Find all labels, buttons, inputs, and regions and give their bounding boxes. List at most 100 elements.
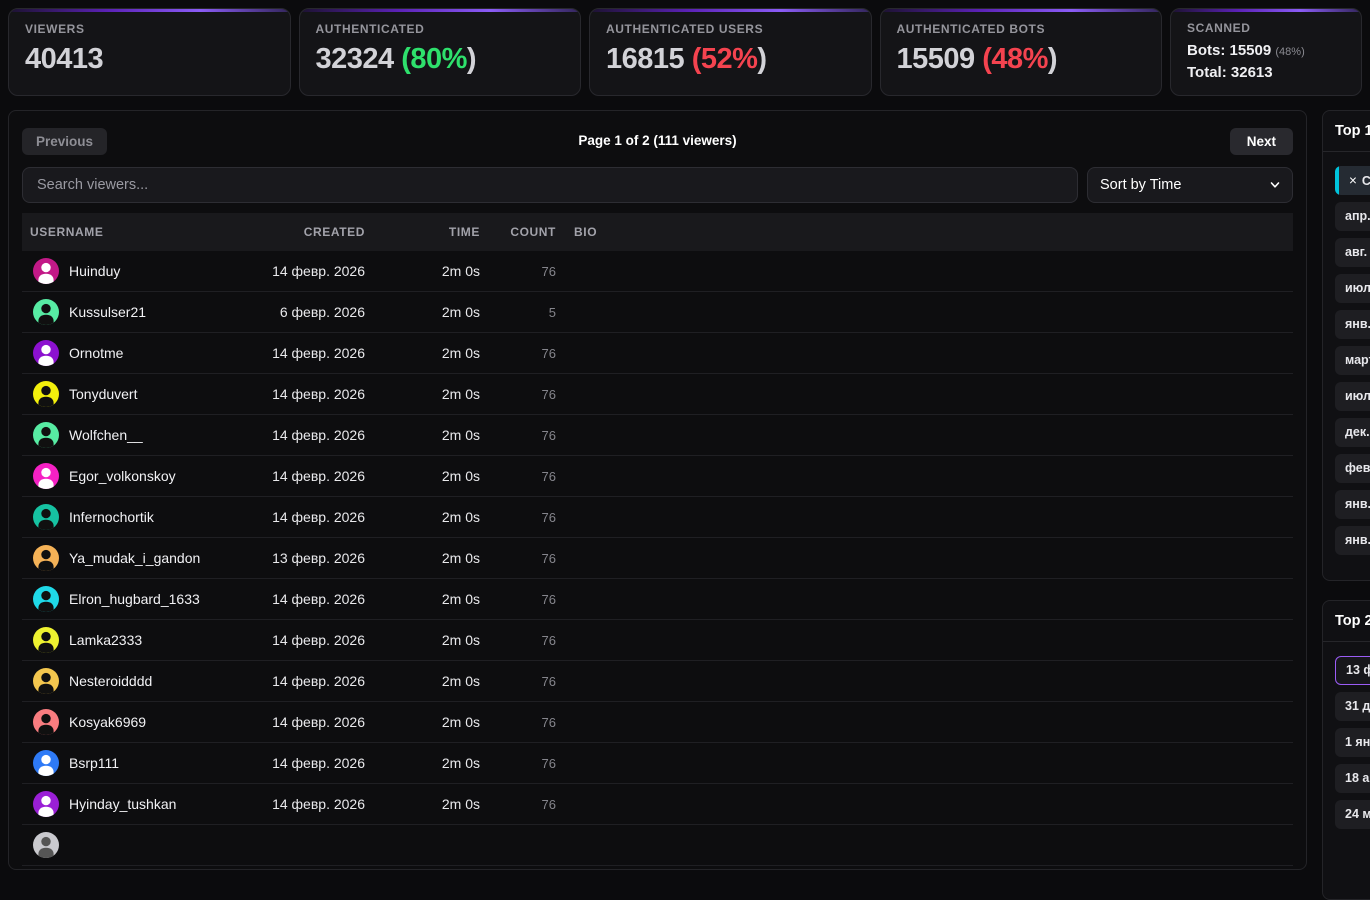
table-row[interactable]: Bsrp111 14 февр. 2026 2m 0s 76 <box>22 743 1293 784</box>
top10-list-item[interactable]: янв. <box>1335 490 1370 519</box>
search-input[interactable] <box>22 167 1078 203</box>
stat-card-authenticated-bots: AUTHENTICATED BOTS 15509 (48%) <box>879 8 1162 96</box>
top20-list-item-selected[interactable]: 13 ф <box>1335 656 1370 685</box>
top10-list-item[interactable]: дек. <box>1335 418 1370 447</box>
sort-dropdown[interactable]: Sort by Time <box>1087 167 1293 203</box>
table-row[interactable]: Kussulser21 6 февр. 2026 2m 0s 5 <box>22 292 1293 333</box>
created-cell: 14 февр. 2026 <box>272 714 365 730</box>
stat-label: SCANNED <box>1187 21 1251 35</box>
top10-list-item[interactable]: янв. <box>1335 526 1370 555</box>
user-avatar-icon <box>33 545 59 571</box>
top10-panel-title: Top 10 <box>1335 123 1370 139</box>
stat-label: VIEWERS <box>25 22 85 36</box>
time-cell: 2m 0s <box>441 591 480 607</box>
user-avatar-icon <box>33 299 59 325</box>
count-cell: 76 <box>541 755 556 771</box>
username-cell: Lamka2333 <box>30 627 230 653</box>
stat-percent-close: ) <box>466 43 477 75</box>
column-header-time: TIME <box>448 225 480 239</box>
table-row[interactable]: Ya_mudak_i_gandon 13 февр. 2026 2m 0s 76 <box>22 538 1293 579</box>
top10-list-item[interactable]: апр. <box>1335 202 1370 231</box>
username-cell: Kosyak6969 <box>30 709 230 735</box>
username-label: Bsrp111 <box>69 755 120 771</box>
table-controls: Sort by Time <box>22 167 1293 203</box>
stat-value: 15509 (48%) <box>897 43 1146 76</box>
table-row[interactable]: Lamka2333 14 февр. 2026 2m 0s 76 <box>22 620 1293 661</box>
time-cell: 2m 0s <box>441 509 480 525</box>
table-row[interactable]: Ornotme 14 февр. 2026 2m 0s 76 <box>22 333 1293 374</box>
top20-list-item[interactable]: 31 д <box>1335 692 1370 721</box>
stat-label: AUTHENTICATED USERS <box>606 22 764 36</box>
username-cell: Tonyduvert <box>30 381 230 407</box>
stat-label: AUTHENTICATED <box>315 22 425 36</box>
table-row[interactable]: Tonyduvert 14 февр. 2026 2m 0s 76 <box>22 374 1293 415</box>
top20-list-item[interactable]: 1 янв <box>1335 728 1370 757</box>
stat-value: 16815 (52%) <box>606 43 855 76</box>
top20-list-item[interactable]: 18 а <box>1335 764 1370 793</box>
created-cell: 14 февр. 2026 <box>272 755 365 771</box>
table-row[interactable]: Infernochortik 14 февр. 2026 2m 0s 76 <box>22 497 1293 538</box>
time-cell: 2m 0s <box>441 263 480 279</box>
pagination-bar: Previous Page 1 of 2 (111 viewers) Next <box>22 128 1293 156</box>
top10-list-item[interactable]: июль <box>1335 382 1370 411</box>
count-cell: 76 <box>541 632 556 648</box>
username-label: Huinduy <box>69 263 121 279</box>
top20-list-item[interactable]: 24 м <box>1335 800 1370 829</box>
chevron-down-icon <box>1270 182 1280 188</box>
table-row[interactable] <box>22 825 1293 866</box>
top10-list-item[interactable]: февр. <box>1335 454 1370 483</box>
time-cell: 2m 0s <box>441 673 480 689</box>
stat-value: 32324 (80%) <box>316 43 565 76</box>
top10-list-item[interactable]: март <box>1335 346 1370 375</box>
stat-value: 40413 <box>25 43 104 75</box>
close-icon: × <box>1349 173 1357 188</box>
username-cell: Wolfchen__ <box>30 422 230 448</box>
top10-list-item[interactable]: июль <box>1335 274 1370 303</box>
stat-number: 32324 <box>315 43 395 75</box>
column-header-bio: BIO <box>574 225 598 239</box>
username-label: Ornotme <box>69 345 124 361</box>
count-cell: 76 <box>541 509 556 525</box>
sort-selected-value: Sort by Time <box>1100 177 1182 193</box>
user-avatar-icon <box>33 832 59 858</box>
count-cell: 76 <box>541 468 556 484</box>
user-avatar-icon <box>33 586 59 612</box>
created-cell: 14 февр. 2026 <box>272 468 365 484</box>
username-label: Egor_volkonskoy <box>69 468 176 484</box>
column-header-count: COUNT <box>510 225 556 239</box>
stat-number: 16815 <box>606 43 685 75</box>
count-cell: 76 <box>541 427 556 443</box>
username-label: Ya_mudak_i_gandon <box>69 550 201 566</box>
table-row[interactable]: Wolfchen__ 14 февр. 2026 2m 0s 76 <box>22 415 1293 456</box>
created-cell: 14 февр. 2026 <box>272 632 365 648</box>
created-cell: 14 февр. 2026 <box>272 263 365 279</box>
top10-list-item[interactable]: янв. <box>1335 310 1370 339</box>
username-cell <box>30 832 230 858</box>
top10-list-item[interactable]: авг. 2 <box>1335 238 1370 267</box>
count-cell: 76 <box>541 386 556 402</box>
column-header-created: CREATED <box>303 225 365 239</box>
count-cell: 5 <box>548 304 556 320</box>
table-row[interactable]: Elron_hugbard_1633 14 февр. 2026 2m 0s 7… <box>22 579 1293 620</box>
count-cell: 76 <box>541 550 556 566</box>
previous-page-button[interactable]: Previous <box>22 128 108 155</box>
count-cell: 76 <box>541 591 556 607</box>
clear-filter-button[interactable]: × Clear <box>1335 166 1370 195</box>
created-cell: 14 февр. 2026 <box>272 386 365 402</box>
table-row[interactable]: Nesteroidddd 14 февр. 2026 2m 0s 76 <box>22 661 1293 702</box>
time-cell: 2m 0s <box>441 550 480 566</box>
time-cell: 2m 0s <box>441 427 480 443</box>
table-row[interactable]: Hyinday_tushkan 14 февр. 2026 2m 0s 76 <box>22 784 1293 825</box>
count-cell: 76 <box>541 714 556 730</box>
divider <box>1323 151 1370 152</box>
user-avatar-icon <box>33 381 59 407</box>
table-row[interactable]: Kosyak6969 14 февр. 2026 2m 0s 76 <box>22 702 1293 743</box>
next-page-button[interactable]: Next <box>1229 128 1293 155</box>
stats-row: VIEWERS 40413 AUTHENTICATED 32324 (80%) … <box>8 8 1362 96</box>
username-label: Wolfchen__ <box>69 427 143 443</box>
table-body: Huinduy 14 февр. 2026 2m 0s 76 Kussulser… <box>13 251 1302 866</box>
table-row[interactable]: Egor_volkonskoy 14 февр. 2026 2m 0s 76 <box>22 456 1293 497</box>
time-cell: 2m 0s <box>441 468 480 484</box>
stat-percent-close: ) <box>757 43 767 75</box>
table-row[interactable]: Huinduy 14 февр. 2026 2m 0s 76 <box>22 251 1293 292</box>
